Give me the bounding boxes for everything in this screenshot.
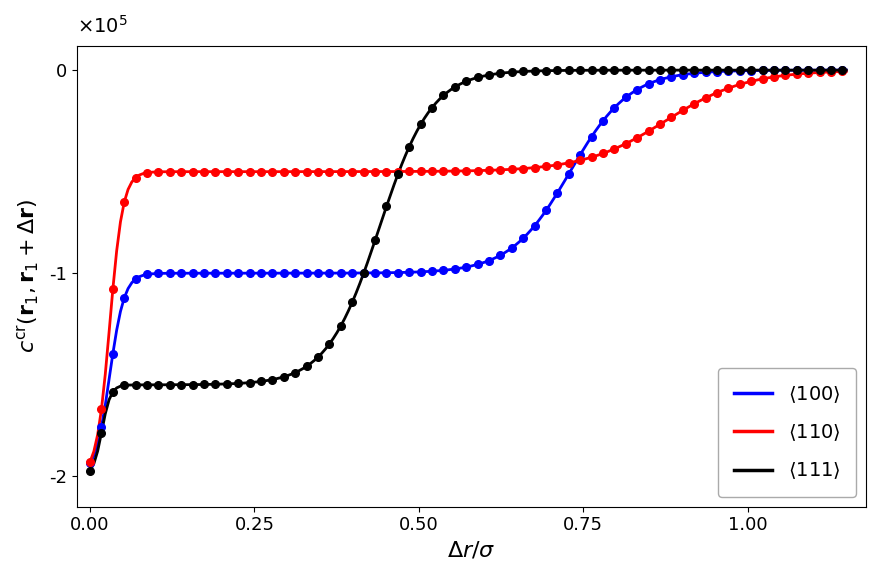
X-axis label: $\Delta r/\sigma$: $\Delta r/\sigma$ [448, 540, 496, 561]
Y-axis label: $c^{\mathrm{cr}}(\mathbf{r}_1, \mathbf{r}_1 + \Delta\mathbf{r})$: $c^{\mathrm{cr}}(\mathbf{r}_1, \mathbf{r… [15, 199, 41, 354]
Legend: $\langle 100 \rangle$, $\langle 110 \rangle$, $\langle 111 \rangle$: $\langle 100 \rangle$, $\langle 110 \ran… [718, 369, 856, 497]
Text: $\times 10^5$: $\times 10^5$ [77, 14, 128, 36]
